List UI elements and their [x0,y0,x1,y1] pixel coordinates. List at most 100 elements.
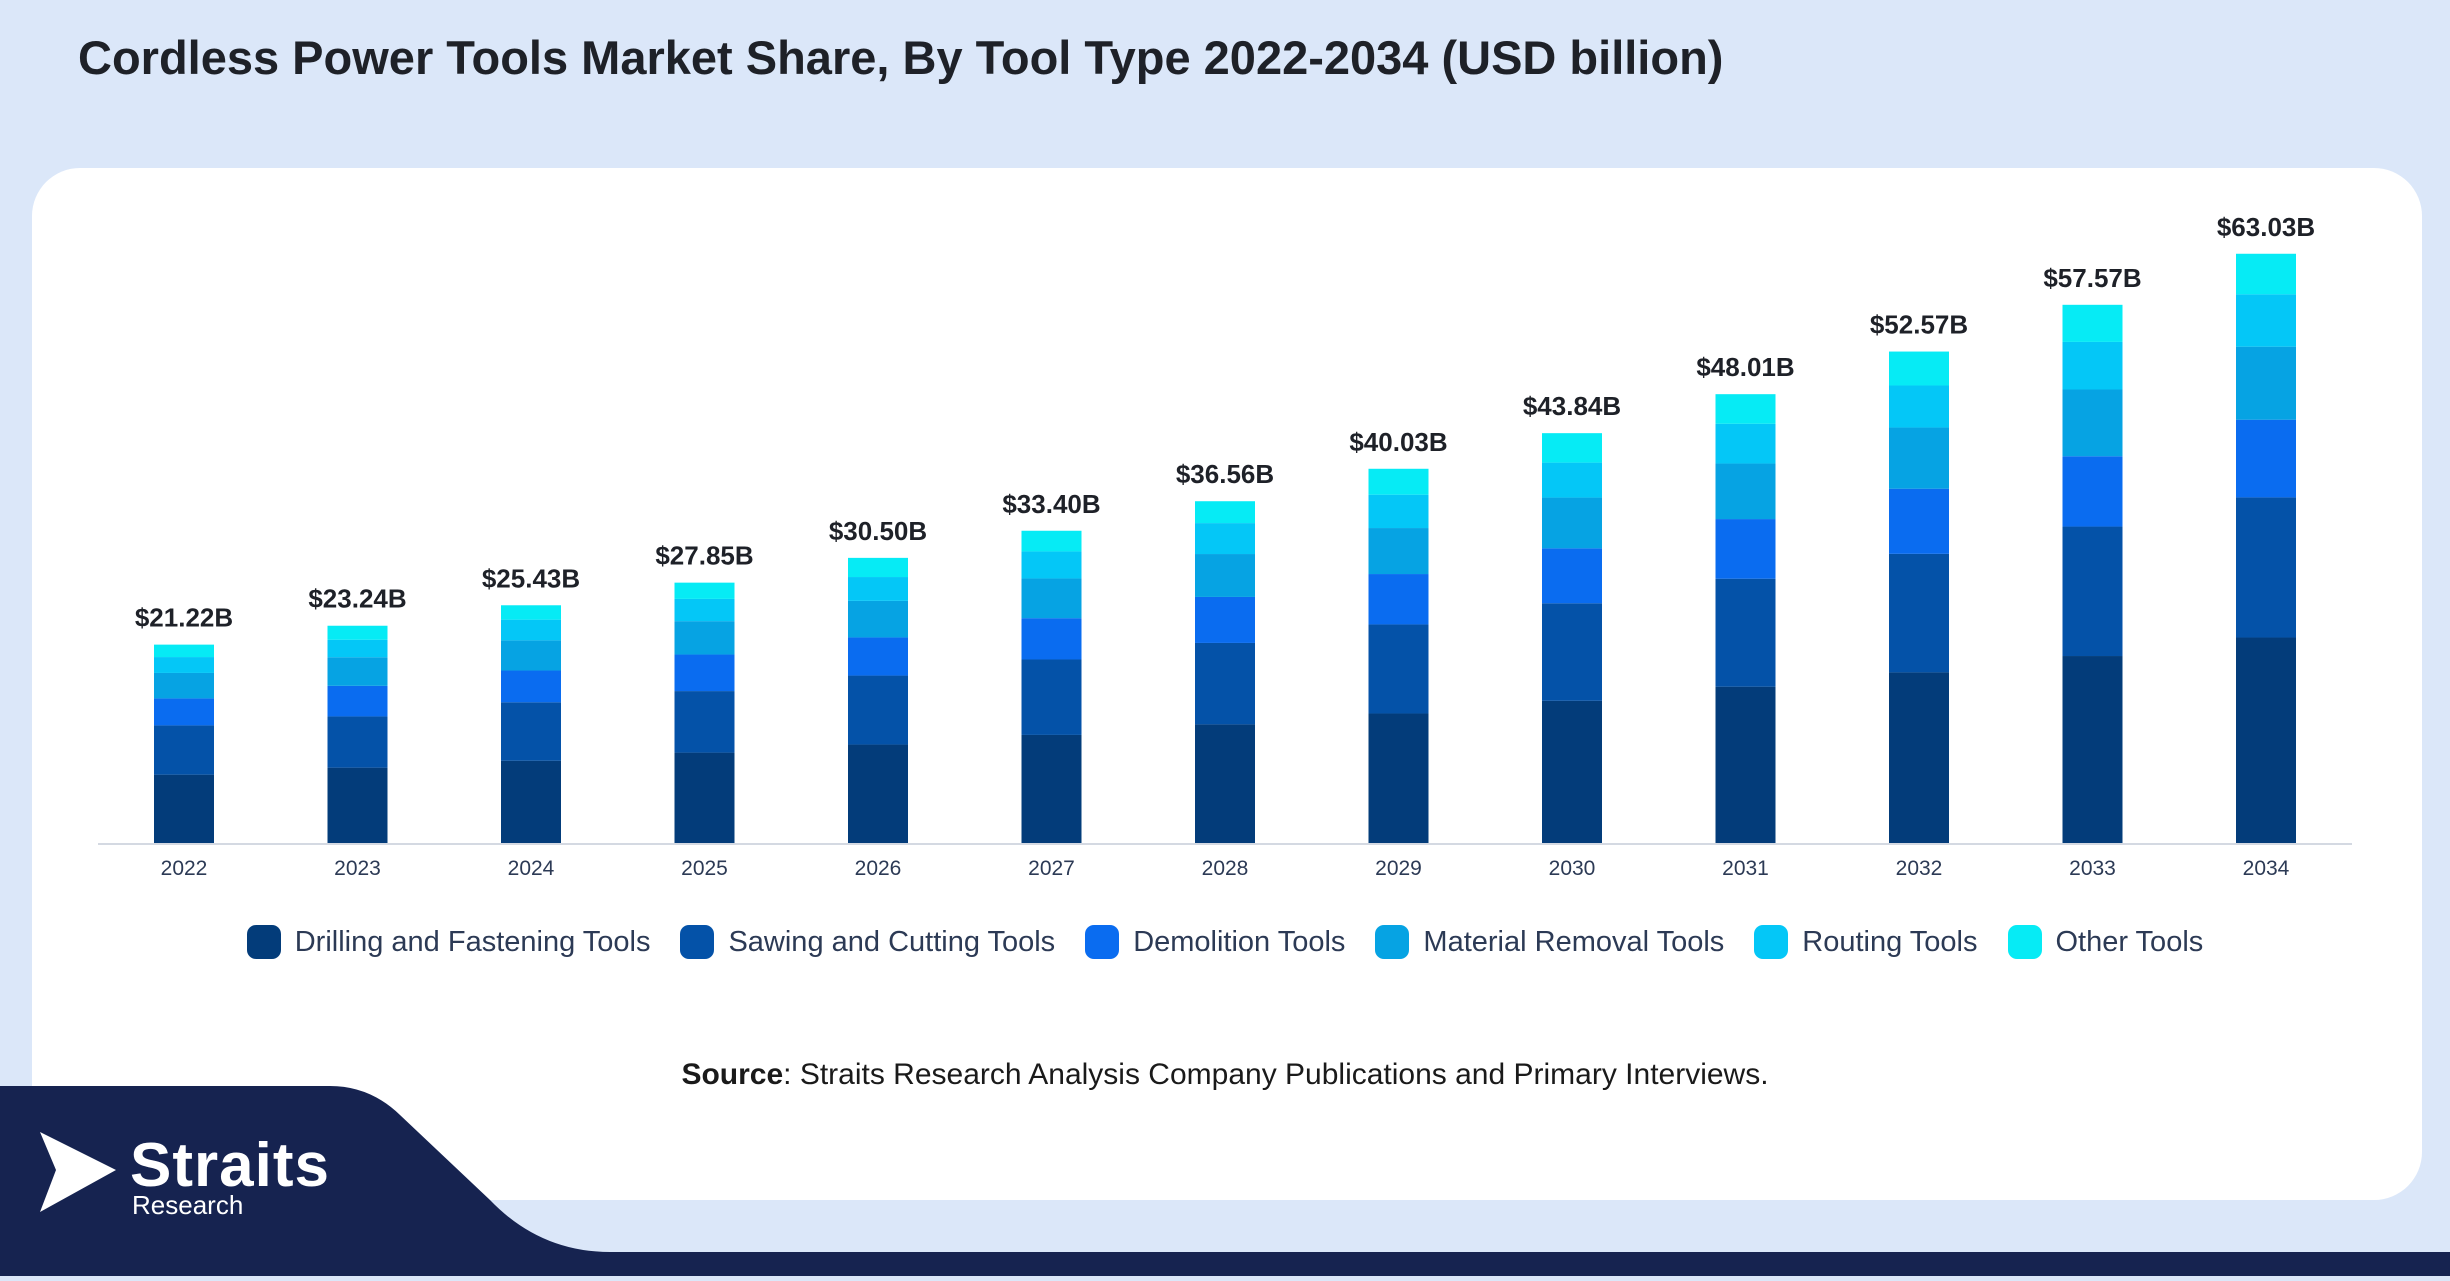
bar-segment [501,760,561,843]
legend-label: Material Removal Tools [1423,925,1725,958]
bar-segment [674,691,735,753]
legend-item: Sawing and Cutting Tools [680,925,1055,959]
bar-segment [501,702,561,761]
bar-segment [1021,659,1082,735]
bar-segment [1195,642,1255,725]
bar-segment [2062,656,2123,843]
chart-title: Cordless Power Tools Market Share, By To… [78,31,1724,84]
total-value-label: $43.84B [1523,391,1621,421]
bar-segment [1715,423,1776,464]
bar-segment [327,767,388,843]
bar-segment [674,598,735,622]
source-note: Source: Straits Research Analysis Compan… [0,1058,2450,1092]
legend-item: Other Tools [2007,925,2204,959]
legend-swatch [1085,925,1120,959]
bar-segment [1715,519,1776,579]
total-value-label: $52.57B [1870,310,1968,340]
x-tick-label: 2031 [1722,857,1769,880]
bar-segment [501,670,561,703]
x-tick-label: 2026 [855,857,902,880]
bar-segment [327,657,388,686]
bar-segment [1542,462,1602,498]
x-tick-label: 2033 [2069,857,2116,880]
bar-segment [327,625,388,640]
legend-item: Routing Tools [1754,925,1978,959]
legend-swatch [680,925,715,959]
legend-swatch [246,925,281,959]
bar-segment [2062,304,2123,342]
total-value-label: $57.57B [2043,263,2141,293]
total-value-label: $23.24B [308,584,406,614]
bar-segment [848,577,908,601]
legend: Drilling and Fastening Tools Sawing and C… [0,922,2450,962]
bar-segment [1889,553,1949,673]
bar-segment [674,582,735,599]
bar-segment [848,675,908,745]
bar-segment [501,619,561,641]
bar-segment [1542,700,1602,843]
bar-segment [327,716,388,768]
x-tick-label: 2028 [1202,857,1249,880]
bar-segment [2062,341,2123,390]
legend-swatch [2007,925,2042,959]
bar-segment [1889,351,1949,386]
bar-segment [1195,596,1255,643]
bar-segment [1368,528,1429,575]
bar-segment [1542,603,1602,701]
total-value-label: $63.03B [2217,212,2315,242]
total-value-label: $27.85B [655,541,753,571]
logo-arrow-icon [40,1132,116,1212]
x-tick-label: 2029 [1375,857,1422,880]
bar-segment [2062,389,2123,457]
legend-item: Drilling and Fastening Tools [246,925,651,959]
bar-segment [1368,713,1429,843]
bar-segment [154,698,214,726]
bar-segment [154,672,214,699]
bar-segment [1021,578,1082,619]
bar-segment [2236,294,2296,347]
legend-label: Other Tools [2055,925,2204,958]
x-tick-label: 2024 [508,857,555,880]
bar-segment [1542,433,1602,463]
bar-segment [1195,554,1255,597]
bar-segment [1368,624,1429,714]
total-value-label: $36.56B [1176,459,1274,489]
bar-segment [674,752,735,843]
x-tick-label: 2027 [1028,857,1075,880]
bar-segment [501,640,561,671]
bar-segment [327,685,388,717]
legend-label: Sawing and Cutting Tools [728,925,1056,958]
x-tick-label: 2022 [161,857,208,880]
bar-segment [848,600,908,638]
bar-segment [674,654,735,692]
total-value-label: $48.01B [1696,352,1794,382]
bar-segment [1715,463,1776,520]
bar-segment [848,744,908,843]
bar-segment [1542,497,1602,549]
bar-segment [2236,637,2296,843]
bar-segment [1021,551,1082,579]
legend-item: Demolition Tools [1085,925,1345,959]
bar-segment [848,637,908,676]
bar-segment [1715,578,1776,687]
logo-sub: Research [132,1190,244,1220]
x-tick-label: 2025 [681,857,728,880]
logo-word: Straits [130,1131,330,1200]
bar-segment [1021,618,1082,660]
total-value-label: $21.22B [135,603,233,633]
bar-segment [154,644,214,658]
legend-label: Drilling and Fastening Tools [294,925,651,958]
x-tick-label: 2032 [1896,857,1943,880]
bar-segment [1889,427,1949,489]
bar-segment [1715,394,1776,424]
source-text: : Straits Research Analysis Company Publ… [783,1058,1769,1091]
bar-segment [1021,734,1082,843]
bar-segment [674,621,735,655]
legend-swatch [1375,925,1410,959]
bar-segment [1368,468,1429,495]
source-label: Source [681,1058,784,1091]
total-value-label: $25.43B [482,563,580,593]
bar-segment [154,774,214,843]
bar-segment [154,725,214,775]
